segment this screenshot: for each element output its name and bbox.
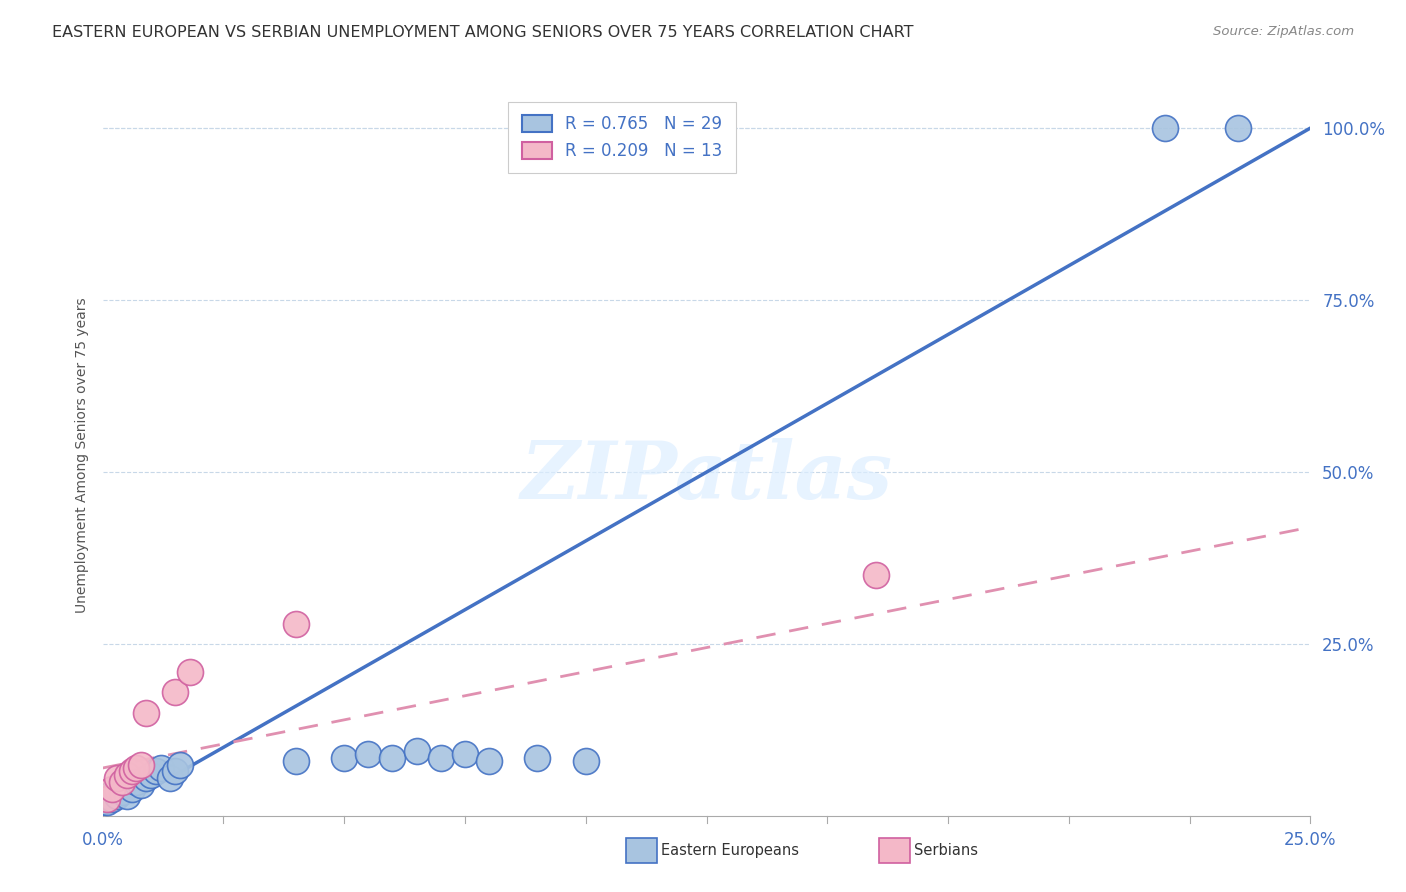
Text: 25.0%: 25.0%: [1284, 831, 1337, 849]
Point: [111, 774, 134, 789]
Point: [125, 761, 148, 775]
Point: [105, 772, 128, 786]
Point: [115, 768, 138, 782]
Text: Eastern Europeans: Eastern Europeans: [661, 843, 799, 857]
Point: [1154, 121, 1177, 136]
Point: [105, 781, 128, 796]
Text: Source: ZipAtlas.com: Source: ZipAtlas.com: [1213, 25, 1354, 38]
Point: [96, 789, 118, 803]
Point: [101, 781, 124, 796]
Point: [149, 761, 172, 775]
Point: [115, 789, 138, 803]
Point: [333, 750, 356, 764]
Y-axis label: Unemployment Among Seniors over 75 years: Unemployment Among Seniors over 75 years: [75, 297, 89, 613]
Point: [865, 568, 887, 582]
Legend: R = 0.765   N = 29, R = 0.209   N = 13: R = 0.765 N = 29, R = 0.209 N = 13: [509, 102, 735, 173]
Point: [1226, 121, 1249, 136]
Point: [165, 764, 187, 779]
Point: [430, 750, 453, 764]
Text: 0.0%: 0.0%: [82, 831, 124, 849]
Point: [357, 747, 380, 762]
Point: [101, 792, 124, 806]
Point: [454, 747, 477, 762]
Point: [526, 750, 548, 764]
Point: [121, 764, 143, 779]
Point: [179, 665, 201, 679]
Point: [159, 772, 181, 786]
Text: Serbians: Serbians: [914, 843, 979, 857]
Text: EASTERN EUROPEAN VS SERBIAN UNEMPLOYMENT AMONG SENIORS OVER 75 YEARS CORRELATION: EASTERN EUROPEAN VS SERBIAN UNEMPLOYMENT…: [52, 25, 914, 40]
Text: ZIPatlas: ZIPatlas: [520, 438, 893, 516]
Point: [284, 754, 307, 768]
Point: [129, 757, 152, 772]
Point: [135, 772, 157, 786]
Point: [165, 685, 187, 699]
Point: [284, 616, 307, 631]
Point: [111, 785, 134, 799]
Point: [129, 778, 152, 792]
Point: [139, 768, 162, 782]
Point: [125, 774, 148, 789]
Point: [169, 757, 191, 772]
Point: [478, 754, 501, 768]
Point: [135, 706, 157, 720]
Point: [405, 744, 427, 758]
Point: [96, 796, 118, 810]
Point: [96, 792, 118, 806]
Point: [121, 781, 143, 796]
Point: [105, 789, 128, 803]
Point: [575, 754, 598, 768]
Point: [381, 750, 404, 764]
Point: [145, 764, 167, 779]
